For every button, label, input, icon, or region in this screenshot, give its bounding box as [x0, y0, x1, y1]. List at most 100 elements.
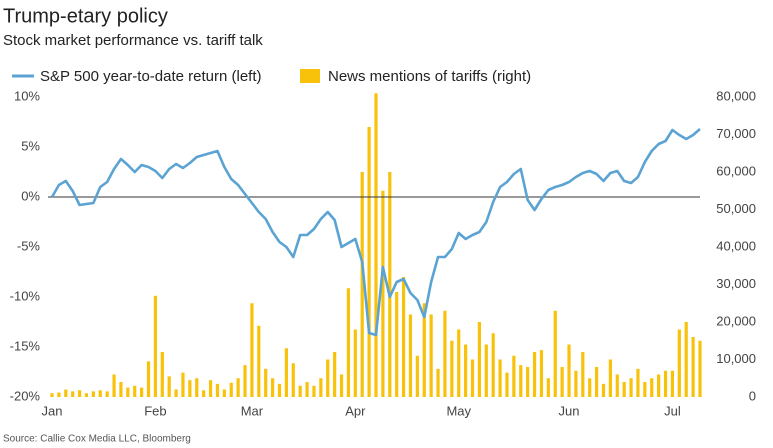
bar	[443, 310, 447, 397]
bar	[663, 370, 668, 397]
bar	[464, 344, 468, 397]
x-tick-label: Jun	[559, 403, 580, 418]
y-tick-label: 10%	[14, 88, 40, 103]
bar	[422, 303, 426, 397]
bar	[291, 363, 295, 397]
bar	[429, 314, 433, 397]
bar	[401, 277, 406, 397]
bar	[691, 337, 695, 397]
bar	[608, 359, 612, 397]
bar	[146, 361, 151, 397]
bar	[650, 378, 654, 397]
bar	[167, 376, 171, 397]
x-tick-label: May	[446, 403, 471, 418]
bar	[270, 378, 275, 397]
bar	[408, 314, 413, 397]
chart-title: Trump-etary policy	[3, 5, 168, 27]
bar	[140, 387, 144, 397]
bar	[195, 378, 199, 397]
bar	[636, 368, 640, 397]
bar	[105, 391, 109, 397]
bar	[133, 385, 137, 397]
bar	[264, 368, 268, 397]
bar	[112, 374, 116, 397]
x-tick-label: Jan	[42, 403, 63, 418]
bar	[236, 378, 240, 397]
y2-tick-label: 80,000	[716, 88, 756, 103]
bar	[498, 359, 502, 397]
bar	[553, 310, 557, 397]
bar	[305, 382, 309, 397]
bar	[98, 390, 102, 397]
bar	[560, 367, 564, 397]
bar	[505, 372, 509, 397]
bar	[457, 329, 461, 397]
bar	[202, 390, 206, 397]
x-tick-label: Feb	[144, 403, 166, 418]
bar	[181, 372, 185, 397]
bar	[284, 348, 288, 397]
bar	[174, 389, 178, 397]
bar	[71, 391, 75, 397]
bar	[353, 329, 357, 397]
bar	[360, 172, 364, 397]
bar	[615, 374, 619, 397]
bar	[339, 374, 344, 397]
bar	[77, 390, 82, 397]
bar	[477, 322, 482, 397]
x-tick-label: Jul	[664, 403, 681, 418]
bar	[657, 374, 661, 397]
bar	[50, 393, 54, 397]
bar	[601, 383, 606, 397]
bar	[677, 329, 681, 397]
bar	[153, 295, 158, 397]
bar	[312, 385, 316, 397]
bar	[381, 190, 385, 397]
y-tick-label: 0%	[21, 188, 40, 203]
bar	[388, 172, 392, 397]
bar	[277, 383, 282, 397]
bar	[526, 367, 530, 397]
bar	[160, 352, 164, 397]
bar	[415, 355, 419, 397]
bar	[567, 344, 571, 397]
bar	[546, 378, 550, 397]
bar	[594, 367, 599, 397]
bar	[539, 350, 544, 397]
y-tick-label: -20%	[10, 388, 41, 403]
bar	[519, 365, 523, 397]
legend-label: News mentions of tariffs (right)	[328, 68, 531, 85]
bar	[622, 382, 626, 397]
bar	[84, 393, 89, 397]
bar	[188, 380, 192, 397]
bar	[126, 387, 130, 397]
bar	[319, 378, 323, 397]
bar	[684, 322, 688, 397]
legend-swatch	[300, 69, 320, 83]
bar	[484, 344, 488, 397]
x-tick-label: Mar	[241, 403, 264, 418]
y2-tick-label: 70,000	[716, 126, 756, 141]
bar	[243, 365, 247, 397]
legend-label: S&P 500 year-to-date return (left)	[40, 68, 262, 85]
y2-tick-label: 40,000	[716, 238, 756, 253]
y2-tick-label: 50,000	[716, 201, 756, 216]
bar	[512, 355, 516, 397]
bar	[581, 352, 585, 397]
bar	[208, 380, 213, 397]
bar	[215, 383, 220, 397]
bar	[222, 389, 226, 397]
bar	[698, 340, 702, 397]
y-tick-label: -15%	[10, 338, 41, 353]
bar	[57, 392, 61, 397]
bar	[250, 303, 254, 397]
bar	[367, 127, 371, 397]
bar	[119, 382, 123, 397]
bar	[629, 378, 633, 397]
bar	[333, 352, 337, 397]
bar	[588, 378, 592, 397]
bar	[436, 368, 440, 397]
bar	[298, 385, 302, 397]
